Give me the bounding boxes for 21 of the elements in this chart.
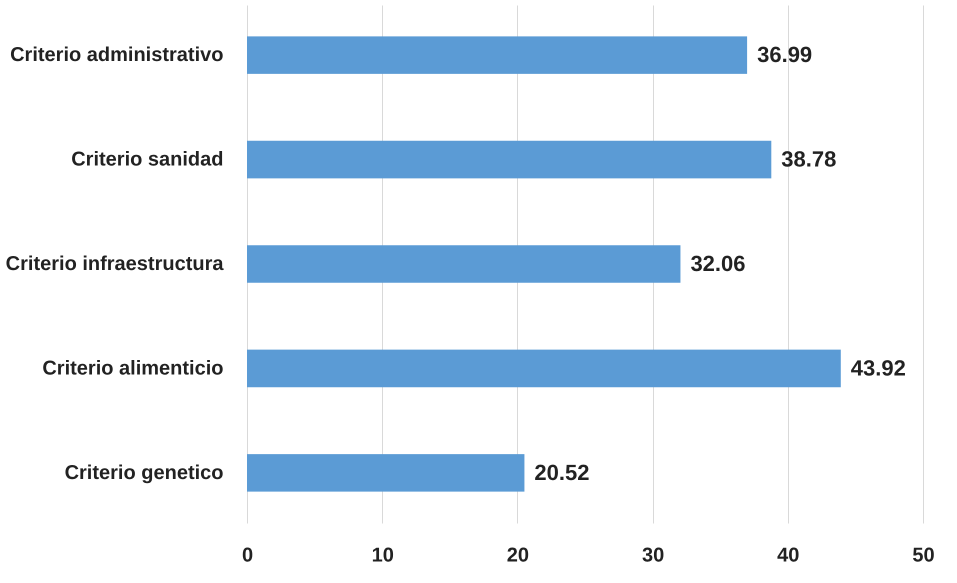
- bar: [247, 36, 748, 74]
- bar: [247, 350, 841, 388]
- y-tick-label: Criterio administrativo: [10, 44, 224, 66]
- bar: [247, 140, 772, 178]
- x-tick-label: 40: [777, 544, 800, 566]
- y-tick-label: Criterio alimenticio: [42, 357, 224, 380]
- bar: [247, 454, 524, 492]
- data-label: 43.92: [850, 355, 906, 380]
- x-tick-label: 0: [242, 544, 254, 566]
- x-tick-label: 50: [912, 544, 935, 566]
- data-label: 32.06: [690, 251, 746, 276]
- x-tick-label: 20: [506, 544, 530, 566]
- x-tick-label: 10: [372, 544, 394, 566]
- y-tick-label: Criterio sanidad: [71, 148, 224, 171]
- data-label: 20.52: [534, 460, 590, 485]
- bar: [247, 245, 680, 283]
- data-label: 36.99: [757, 42, 812, 68]
- data-label: 38.78: [781, 146, 836, 172]
- y-tick-label: Criterio genetico: [64, 462, 224, 484]
- x-tick-label: 30: [642, 544, 664, 566]
- y-tick-label: Criterio infraestructura: [6, 253, 224, 275]
